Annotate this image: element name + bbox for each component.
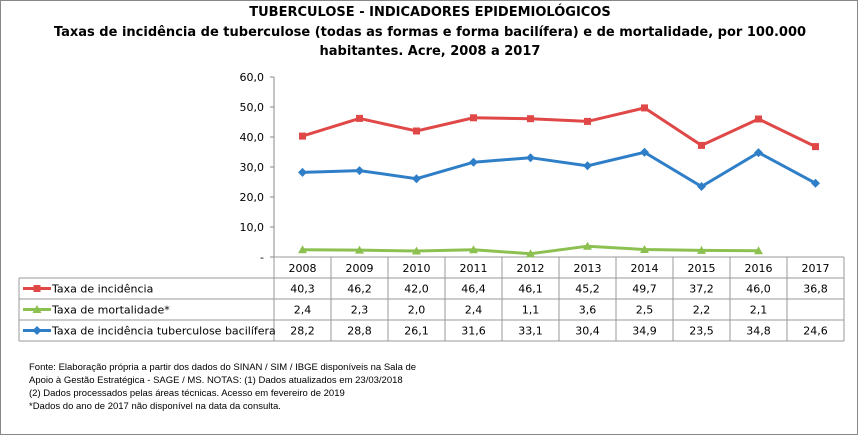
legend-label: Taxa de mortalidade* — [51, 304, 170, 317]
data-label: 30,4 — [575, 325, 600, 338]
series-line — [302, 150, 817, 189]
marker-triangle — [32, 305, 42, 313]
data-label: 46,1 — [518, 283, 543, 296]
data-label: 26,1 — [404, 325, 429, 338]
marker-triangle — [412, 246, 421, 255]
x-category-label: 2014 — [631, 262, 659, 275]
marker-diamond — [32, 326, 42, 335]
data-label: 37,2 — [689, 283, 714, 296]
note-line: Apoio à Gestão Estratégica - SAGE / MS. … — [29, 375, 403, 386]
marker-square — [33, 285, 41, 292]
marker-square — [470, 114, 477, 122]
marker-square — [698, 141, 705, 149]
data-label: 2,0 — [408, 304, 426, 317]
marker-square — [413, 127, 420, 135]
marker-square — [299, 132, 306, 140]
marker-square — [755, 115, 762, 123]
marker-triangle — [298, 245, 307, 254]
data-label: 42,0 — [404, 283, 429, 296]
marker-diamond — [697, 182, 706, 191]
data-label: 2,4 — [465, 304, 483, 317]
chart-subtitle-1: Taxas de incidência de tuberculose (toda… — [53, 25, 807, 40]
note-line: *Dados do ano de 2017 não disponível na … — [29, 401, 281, 412]
marker-diamond — [298, 167, 307, 177]
marker-square — [356, 114, 363, 122]
x-category-label: 2017 — [802, 262, 830, 275]
marker-diamond — [355, 166, 364, 176]
chart-title: TUBERCULOSE - INDICADORES EPIDEMIOLÓGICO… — [249, 5, 611, 20]
marker-diamond — [640, 147, 649, 157]
y-tick-label: 50,0 — [240, 101, 265, 114]
data-label: 46,2 — [347, 283, 372, 296]
marker-square — [812, 143, 819, 151]
marker-diamond — [811, 178, 820, 188]
data-label: 2,2 — [693, 304, 711, 317]
series-line — [302, 106, 817, 148]
marker-diamond — [469, 157, 478, 167]
marker-diamond — [583, 161, 592, 171]
data-label: 49,7 — [632, 283, 657, 296]
data-label: 40,3 — [290, 283, 315, 296]
marker-diamond — [412, 174, 421, 184]
y-tick-label: 40,0 — [240, 131, 265, 144]
data-label: 34,8 — [746, 325, 771, 338]
data-label: 28,2 — [290, 325, 315, 338]
note-line: Fonte: Elaboração própria a partir dos d… — [29, 362, 417, 373]
data-label: 33,1 — [518, 325, 543, 338]
x-category-label: 2016 — [745, 262, 773, 275]
legend-label: Taxa de incidência — [51, 283, 153, 296]
data-label: 23,5 — [689, 325, 714, 338]
x-category-label: 2015 — [688, 262, 716, 275]
data-label: 36,8 — [803, 283, 828, 296]
legend-label: Taxa de incidência tuberculose bacilífer… — [51, 325, 276, 338]
data-label: 2,1 — [750, 304, 768, 317]
y-tick-label: - — [260, 251, 264, 264]
y-tick-label: 60,0 — [240, 71, 265, 84]
y-tick-label: 20,0 — [240, 191, 265, 204]
marker-triangle — [469, 245, 478, 254]
marker-triangle — [640, 245, 649, 253]
marker-triangle — [355, 245, 364, 254]
marker-triangle — [697, 245, 706, 254]
x-category-label: 2010 — [403, 262, 431, 275]
x-category-label: 2011 — [460, 262, 488, 275]
marker-diamond — [526, 153, 535, 163]
marker-triangle — [526, 249, 535, 258]
x-category-label: 2009 — [346, 262, 374, 275]
data-label: 2,3 — [351, 304, 369, 317]
chart-subtitle-2: habitantes. Acre, 2008 a 2017 — [319, 44, 541, 59]
data-label: 45,2 — [575, 283, 600, 296]
data-label: 28,8 — [347, 325, 372, 338]
data-label: 2,4 — [294, 304, 312, 317]
data-label: 1,1 — [522, 304, 540, 317]
data-label: 31,6 — [461, 325, 486, 338]
x-category-label: 2008 — [289, 262, 317, 275]
data-label: 3,6 — [579, 304, 597, 317]
data-label: 46,0 — [746, 283, 771, 296]
marker-square — [641, 104, 648, 112]
data-label: 2,5 — [636, 304, 654, 317]
y-tick-label: 30,0 — [240, 161, 265, 174]
x-category-label: 2012 — [517, 262, 545, 275]
marker-triangle — [583, 241, 592, 250]
source-notes: Fonte: Elaboração própria a partir dos d… — [29, 361, 416, 413]
note-line: (2) Dados processados pelas áreas técnic… — [29, 388, 345, 399]
data-label: 46,4 — [461, 283, 486, 296]
x-category-label: 2013 — [574, 262, 602, 275]
data-label: 34,9 — [632, 325, 657, 338]
y-tick-label: 10,0 — [240, 221, 265, 234]
marker-square — [584, 117, 591, 125]
marker-triangle — [754, 246, 763, 255]
data-label: 24,6 — [803, 325, 828, 338]
marker-square — [527, 115, 534, 123]
marker-diamond — [754, 148, 763, 158]
